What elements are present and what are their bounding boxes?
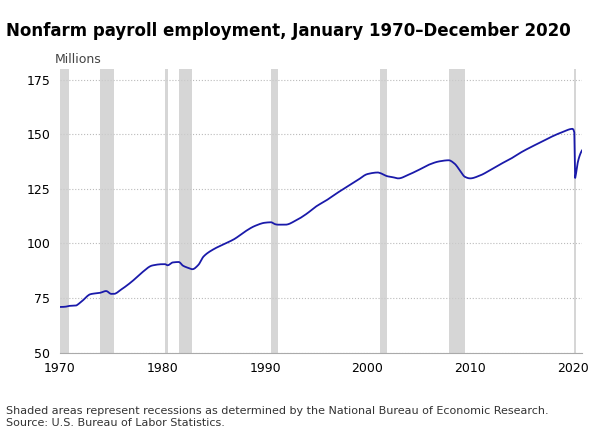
Bar xyxy=(380,69,387,353)
Bar xyxy=(449,69,465,353)
Text: Nonfarm payroll employment, January 1970–December 2020: Nonfarm payroll employment, January 1970… xyxy=(6,22,571,40)
Bar xyxy=(271,69,278,353)
Bar xyxy=(574,69,576,353)
Bar xyxy=(100,69,114,353)
Text: Shaded areas represent recessions as determined by the National Bureau of Econom: Shaded areas represent recessions as det… xyxy=(6,406,548,428)
Bar xyxy=(179,69,193,353)
Text: Millions: Millions xyxy=(55,53,101,66)
Bar xyxy=(59,69,70,353)
Bar xyxy=(165,69,167,353)
